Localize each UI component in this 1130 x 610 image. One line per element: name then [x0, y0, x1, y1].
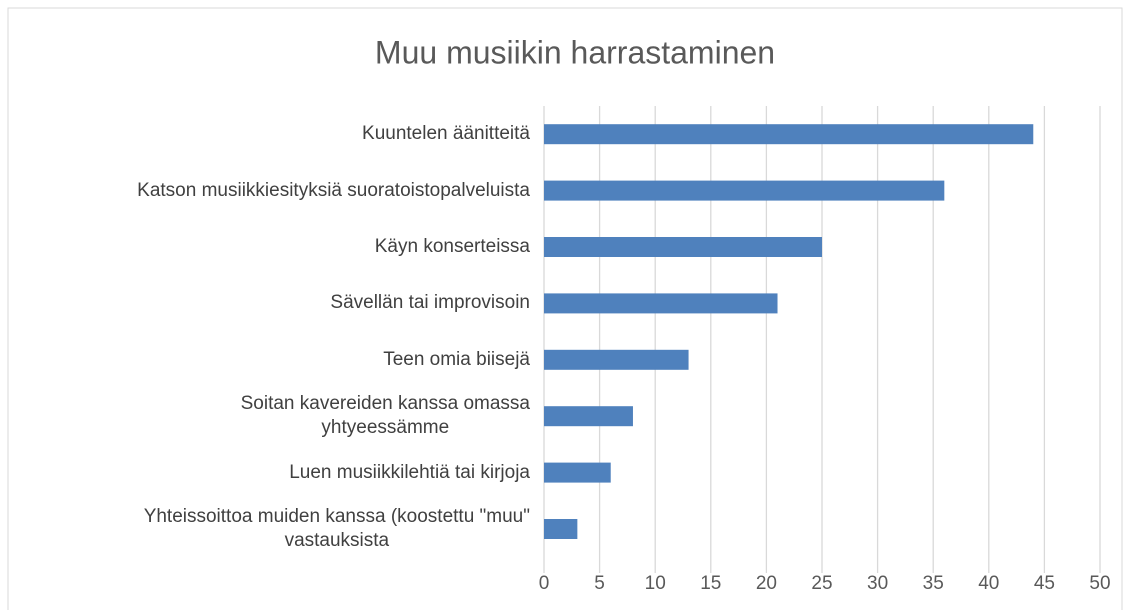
bar: [544, 180, 945, 201]
bar: [544, 519, 578, 539]
chart-title: Muu musiikin harrastaminen: [375, 34, 775, 70]
x-tick-label: 35: [923, 573, 944, 594]
y-tick-label: Sävellän tai improvisoin: [330, 292, 530, 314]
x-tick-label: 50: [1089, 573, 1110, 594]
x-tick-label: 10: [645, 573, 666, 594]
y-tick-label: Teen omia biisejä: [383, 348, 530, 370]
x-tick-label: 40: [978, 573, 999, 594]
y-tick-label: Katson musiikkiesityksiä suoratoistopalv…: [137, 179, 530, 201]
y-tick-label: Yhteissoittoa muiden kanssa (koostettu "…: [143, 506, 530, 551]
x-tick-label: 0: [539, 573, 550, 594]
bar: [544, 293, 778, 314]
bar: [544, 349, 689, 370]
x-tick-label: 45: [1034, 573, 1055, 594]
y-tick-label: Kuuntelen äänitteitä: [362, 123, 530, 145]
x-tick-label: 30: [867, 573, 888, 594]
bar: [544, 237, 822, 257]
chart-border: [7, 7, 1123, 610]
bar: [544, 406, 633, 427]
x-tick-label: 15: [700, 573, 721, 594]
y-tick-label: Luen musiikkilehtiä tai kirjoja: [289, 461, 530, 483]
bar: [544, 124, 1034, 145]
x-tick-label: 5: [594, 573, 605, 594]
x-tick-label: 20: [756, 573, 777, 594]
x-tick-label: 25: [811, 573, 832, 594]
bar: [544, 462, 611, 483]
y-tick-label: Käyn konserteissa: [374, 236, 530, 257]
y-tick-label: Soitan kavereiden kanssa omassa yhtyeess…: [240, 393, 530, 439]
